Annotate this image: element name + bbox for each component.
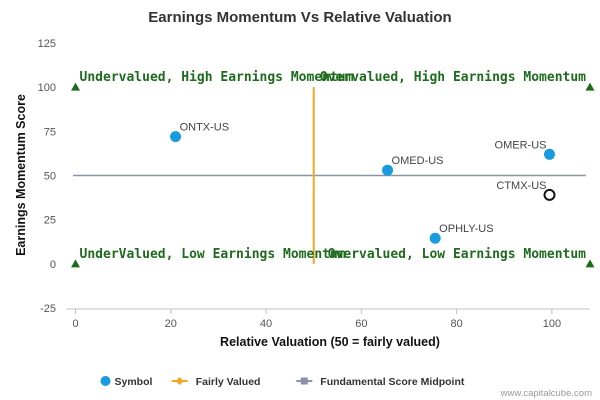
quadrant-label: Overvalued, High Earnings Momentum — [320, 70, 586, 85]
chart-title: Earnings Momentum Vs Relative Valuation — [148, 9, 451, 26]
y-tick-label: 75 — [44, 126, 56, 138]
x-axis-title: Relative Valuation (50 = fairly valued) — [220, 335, 440, 349]
y-tick-label: 125 — [38, 38, 56, 50]
legend-symbol-swatch — [100, 376, 111, 386]
x-tick-label: 100 — [543, 318, 561, 330]
data-point — [382, 164, 394, 176]
quadrant-label: Undervalued, High Earnings Momentum — [80, 70, 354, 85]
data-point-label: OMED-US — [392, 155, 444, 167]
x-tick-label: 20 — [165, 318, 177, 330]
legend-square-marker — [300, 377, 308, 385]
y-axis-title: Earnings Momentum Score — [14, 94, 28, 256]
data-point — [170, 131, 182, 143]
plot-area: 0 20 40 60 80 100 -25 0 25 50 75 100 125 Undervalued,… — [38, 38, 595, 330]
data-point-label: CTMX-US — [496, 180, 546, 192]
x-tick-label: 0 — [72, 318, 78, 330]
legend-item-label: Fundamental Score Midpoint — [320, 376, 465, 388]
corner-triangle-marker — [71, 82, 81, 91]
corner-triangle-marker — [71, 259, 81, 268]
legend: Symbol Fairly Valued Fundamental Score Mid… — [100, 376, 465, 388]
credit-text: www.capitalcube.com — [500, 388, 592, 399]
y-tick-label: 50 — [44, 171, 56, 183]
y-tick-label: -25 — [40, 303, 56, 315]
data-point-label: ONTX-US — [180, 122, 230, 134]
quadrant-label: UnderValued, Low Earnings Momentum — [80, 247, 346, 262]
corner-triangle-marker — [585, 259, 595, 268]
y-tick-label: 100 — [38, 82, 56, 94]
data-point-outlined — [543, 188, 556, 201]
data-point — [544, 148, 556, 160]
x-tick-label: 80 — [450, 318, 462, 330]
corner-triangle-marker — [585, 82, 595, 91]
x-tick-label: 40 — [260, 318, 272, 330]
data-point-label: OMER-US — [495, 139, 547, 151]
data-point-label: OPHLY-US — [439, 223, 493, 235]
x-tick-label: 60 — [355, 318, 367, 330]
legend-item-label: Fairly Valued — [196, 376, 261, 388]
quadrant-label: Overvalued, Low Earnings Momentum — [328, 247, 586, 262]
legend-item-label: Symbol — [115, 376, 153, 388]
legend-diamond-marker — [175, 377, 184, 385]
y-tick-label: 0 — [50, 259, 56, 271]
y-tick-label: 25 — [44, 215, 56, 227]
data-point — [429, 232, 441, 244]
